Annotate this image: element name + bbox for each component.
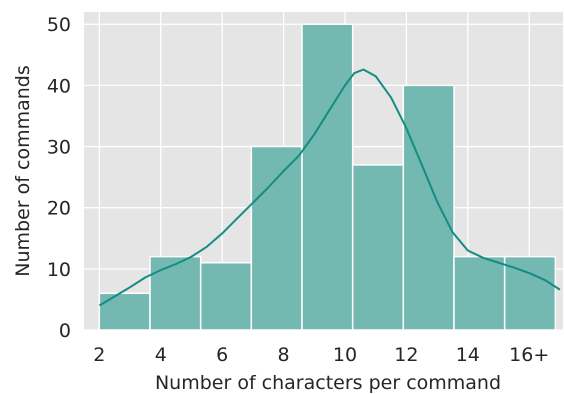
histogram-bar-6 [402, 84, 455, 331]
y-tick-label-4: 40 [47, 75, 71, 97]
histogram-bar-2 [199, 261, 253, 331]
y-tick-label-0: 0 [59, 320, 71, 342]
x-tick-label-4: 10 [333, 344, 357, 366]
histogram-bar-1 [149, 255, 202, 331]
histogram-bar-0 [98, 292, 151, 331]
x-tick-label-3: 8 [278, 344, 290, 366]
kde-curve [98, 68, 561, 307]
histogram-bar-7 [453, 255, 506, 331]
x-tick-label-6: 14 [456, 344, 480, 366]
y-axis-label: Number of commands [12, 65, 34, 276]
histogram-bar-5 [351, 164, 405, 331]
x-axis-ticks: 2 4 6 8 10 12 14 16+ [93, 344, 549, 366]
x-tick-label-7: 16+ [509, 344, 549, 366]
y-tick-label-2: 20 [47, 198, 71, 220]
histogram-bar-8 [503, 255, 557, 331]
histogram-bar-4 [301, 23, 354, 331]
x-tick-label-5: 12 [394, 344, 418, 366]
x-tick-label-2: 6 [216, 344, 228, 366]
y-tick-label-1: 10 [47, 259, 71, 281]
y-tick-label-5: 50 [47, 14, 71, 36]
histogram-bar-3 [250, 145, 303, 331]
x-axis-label: Number of characters per command [155, 372, 501, 394]
x-tick-label-1: 4 [155, 344, 167, 366]
y-axis-ticks: 0 10 20 30 40 50 [47, 14, 71, 342]
x-tick-label-0: 2 [93, 344, 105, 366]
histogram-bars [98, 23, 557, 331]
y-tick-label-3: 30 [47, 137, 71, 159]
